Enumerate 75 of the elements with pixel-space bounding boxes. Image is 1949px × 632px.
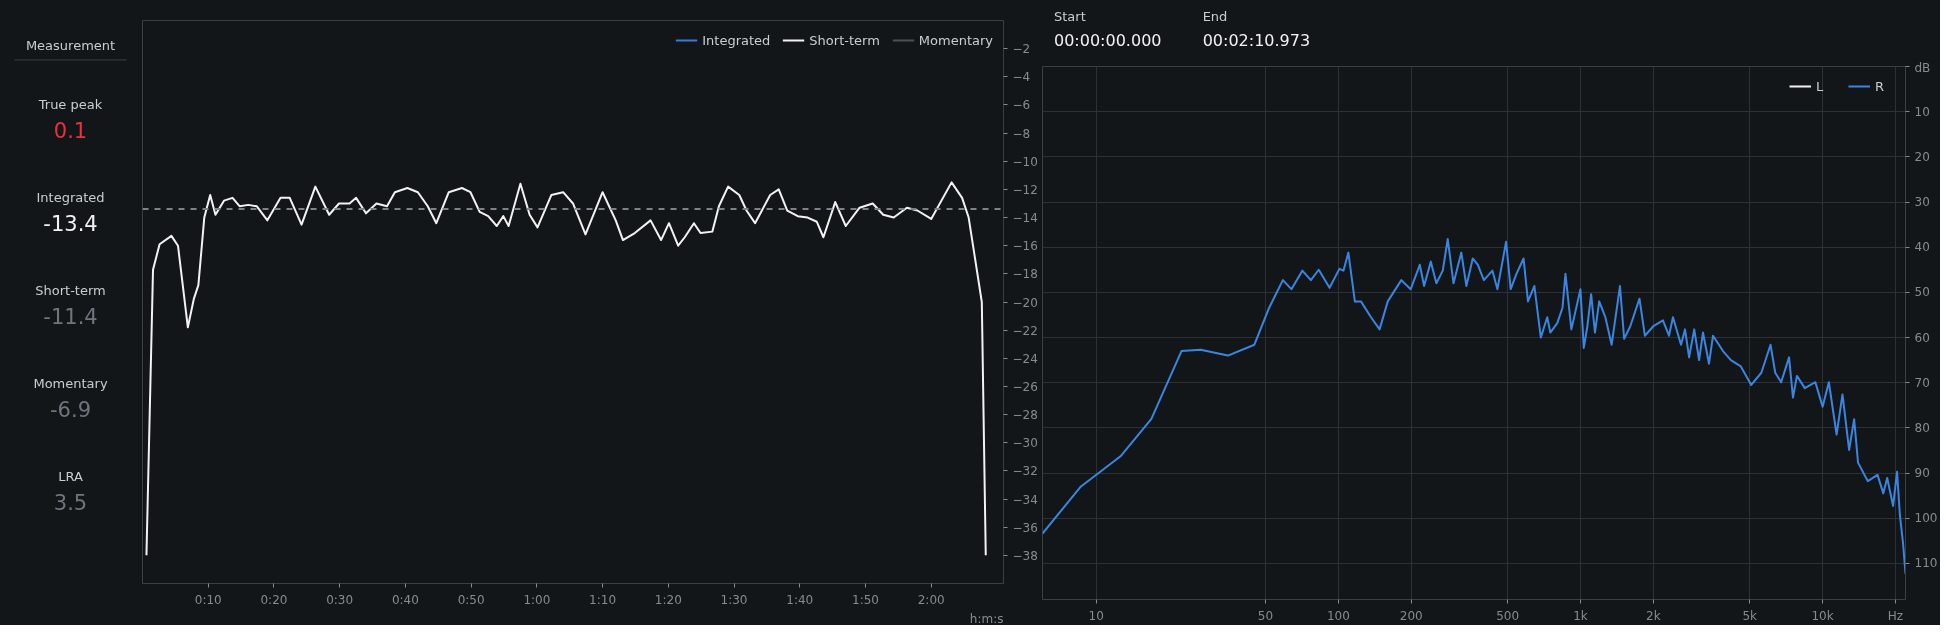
y-tick-label: 60: [1914, 330, 1930, 345]
y-tick-label: −26: [1012, 379, 1038, 394]
text: 3.5: [53, 490, 88, 515]
x-tick-label: 200: [1399, 608, 1423, 623]
text: Measurement: [25, 38, 116, 54]
text: True peak: [37, 97, 103, 113]
x-tick-label: 100: [1326, 608, 1350, 623]
x-tick-label: 10: [1088, 608, 1104, 623]
y-tick-label: −10: [1012, 154, 1038, 169]
text: 0.1: [53, 119, 88, 144]
y-tick-label: dB: [1914, 60, 1931, 75]
y-tick-label: −34: [1012, 492, 1038, 507]
y-tick-label: −38: [1012, 548, 1038, 563]
y-tick-label: −6: [1012, 98, 1031, 113]
x-axis-title: h:m:s: [969, 611, 1004, 626]
y-tick-label: −18: [1012, 267, 1038, 282]
x-tick-label: 1:40: [786, 592, 814, 607]
legend-label: Short-term: [809, 32, 880, 48]
y-tick-label: 20: [1914, 149, 1930, 164]
text: -13.4: [43, 212, 98, 237]
y-tick-label: 40: [1914, 240, 1930, 255]
line-series: [145, 181, 987, 557]
x-tick-label: 1:10: [589, 592, 617, 607]
x-tick-label: 0:30: [326, 592, 354, 607]
x-tick-label: 0:10: [194, 592, 222, 607]
x-tick-label: 0:40: [391, 592, 419, 607]
y-tick-label: 90: [1914, 466, 1930, 481]
y-tick-label: −30: [1012, 436, 1038, 451]
legend-label: Momentary: [918, 32, 993, 48]
y-tick-label: −20: [1012, 295, 1038, 310]
x-tick-label: 1:50: [852, 592, 879, 607]
text: LRA: [58, 469, 83, 485]
x-tick-label: Hz: [1887, 608, 1904, 623]
y-tick-label: −14: [1012, 211, 1038, 226]
legend-label: Integrated: [702, 32, 771, 48]
y-tick-label: −32: [1012, 464, 1038, 479]
text: Start: [1054, 9, 1086, 24]
text: Momentary: [33, 376, 108, 392]
x-tick-label: 2:00: [917, 592, 945, 607]
y-tick-label: 100: [1914, 511, 1938, 526]
y-tick-label: 50: [1914, 285, 1930, 300]
y-tick-label: −28: [1012, 408, 1038, 423]
y-tick-label: −36: [1012, 520, 1038, 535]
x-tick-label: 2k: [1646, 608, 1661, 623]
x-tick-label: 1:00: [523, 592, 551, 607]
text: End: [1202, 9, 1228, 24]
text: Short-term: [35, 283, 106, 299]
x-tick-label: 1:20: [654, 592, 682, 607]
y-tick-label: −22: [1012, 323, 1038, 338]
text: 00:00:00.000: [1054, 31, 1162, 50]
y-tick-label: −4: [1012, 70, 1031, 85]
text: 00:02:10.973: [1202, 31, 1311, 50]
x-tick-label: 0:50: [457, 592, 485, 607]
y-tick-label: 10: [1914, 104, 1930, 119]
x-tick-label: 0:20: [260, 592, 288, 607]
x-tick-label: 500: [1496, 608, 1520, 623]
y-tick-label: 80: [1914, 420, 1930, 435]
y-tick-label: −24: [1012, 351, 1038, 366]
y-tick-label: 30: [1914, 195, 1930, 210]
text: -11.4: [43, 305, 98, 330]
x-tick-label: 50: [1257, 608, 1274, 623]
legend-label: L: [1816, 78, 1825, 94]
y-tick-label: −12: [1012, 182, 1038, 197]
y-tick-label: 110: [1914, 556, 1938, 571]
x-tick-label: 10k: [1811, 608, 1834, 623]
y-tick-label: −8: [1012, 126, 1031, 141]
x-tick-label: 5k: [1742, 608, 1758, 623]
text: -6.9: [50, 397, 91, 422]
text: Integrated: [36, 190, 105, 206]
legend-label: R: [1875, 78, 1886, 94]
x-tick-label: 1k: [1573, 608, 1588, 623]
x-tick-label: 1:30: [720, 592, 748, 607]
y-tick-label: −2: [1012, 42, 1031, 57]
y-tick-label: 70: [1914, 375, 1930, 390]
y-tick-label: −16: [1012, 239, 1038, 254]
